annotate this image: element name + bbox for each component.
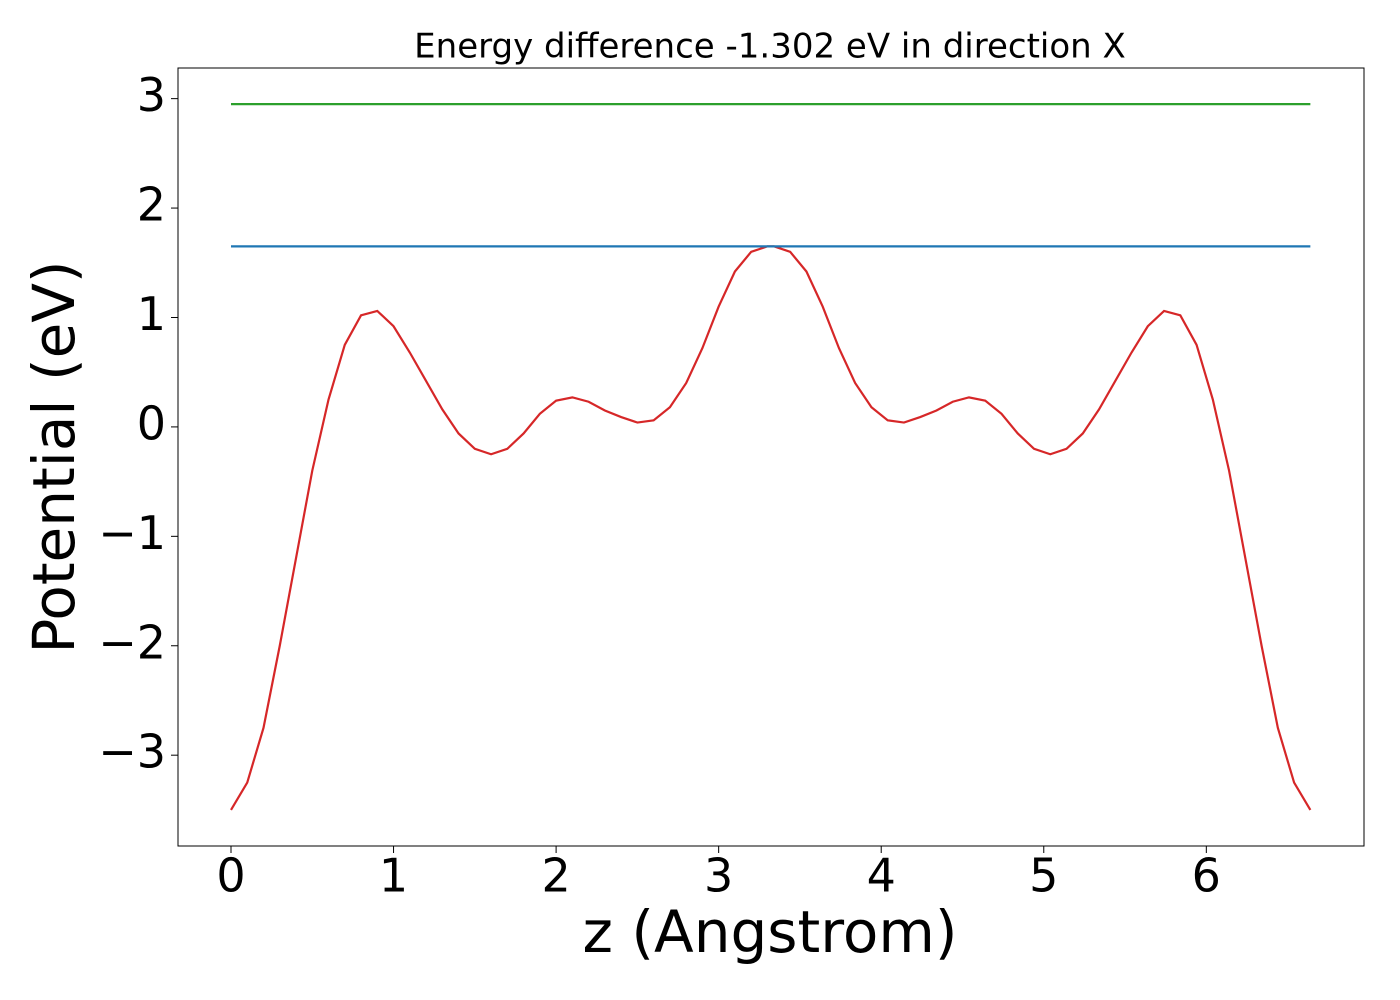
y-tick-label: 1 (137, 287, 166, 341)
y-tick-label: −2 (98, 615, 166, 669)
y-tick-label: 3 (137, 68, 166, 122)
y-tick-label: −3 (98, 725, 166, 779)
x-tick-label: 6 (1192, 849, 1221, 903)
x-tick-label: 1 (379, 849, 408, 903)
y-tick-label: 2 (137, 178, 166, 232)
x-tick-label: 5 (1029, 849, 1058, 903)
chart-title: Energy difference -1.302 eV in direction… (414, 27, 1126, 67)
plot-frame (177, 67, 1365, 847)
y-tick-label: 0 (137, 396, 166, 450)
x-axis-label: z (Angstrom) (583, 898, 958, 966)
line-series (230, 245, 1312, 811)
x-tick-label: 3 (704, 849, 733, 903)
x-tick-label: 4 (867, 849, 896, 903)
y-axis-label: Potential (eV) (20, 260, 88, 653)
x-tick-label: 2 (541, 849, 570, 903)
x-tick-label: 0 (216, 849, 245, 903)
y-tick-label: −1 (98, 506, 166, 560)
